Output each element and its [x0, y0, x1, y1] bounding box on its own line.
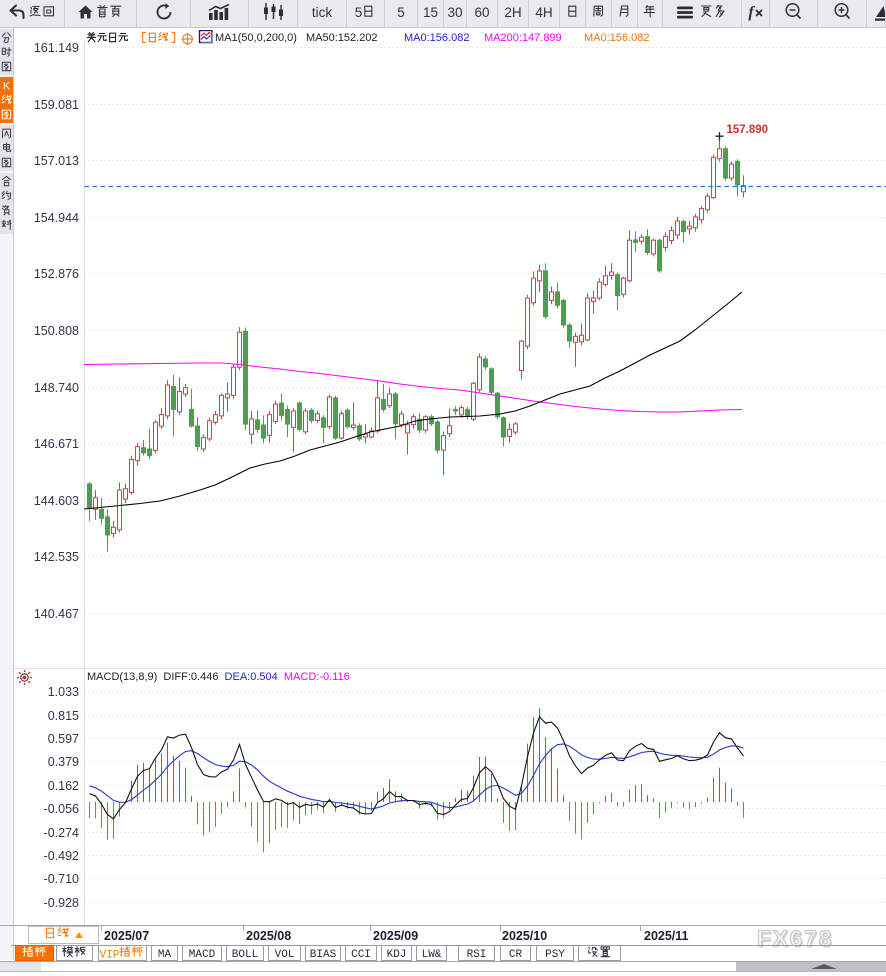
svg-text:148.740: 148.740 [34, 381, 79, 395]
svg-text:K: K [3, 81, 11, 93]
svg-text:154.944: 154.944 [34, 211, 79, 225]
svg-text:-0.492: -0.492 [44, 849, 79, 863]
svg-text:140.467: 140.467 [34, 607, 79, 621]
svg-text:150.808: 150.808 [34, 324, 79, 338]
svg-text:0.815: 0.815 [48, 709, 79, 723]
svg-text:1.033: 1.033 [48, 685, 79, 699]
svg-text:144.603: 144.603 [34, 494, 79, 508]
svg-text:-0.928: -0.928 [44, 896, 79, 910]
svg-text:157.890: 157.890 [727, 124, 769, 136]
svg-text:159.081: 159.081 [34, 98, 79, 112]
svg-text:-0.710: -0.710 [44, 872, 79, 886]
svg-text:-0.274: -0.274 [44, 826, 79, 840]
svg-text:142.535: 142.535 [34, 550, 79, 564]
svg-text:146.671: 146.671 [34, 437, 79, 451]
svg-text:0.597: 0.597 [48, 732, 79, 746]
svg-text:161.149: 161.149 [34, 41, 79, 55]
svg-text:0.162: 0.162 [48, 779, 79, 793]
svg-text:152.876: 152.876 [34, 267, 79, 281]
svg-text:0.379: 0.379 [48, 755, 79, 769]
svg-text:157.013: 157.013 [34, 154, 79, 168]
svg-text:-0.056: -0.056 [44, 802, 79, 816]
